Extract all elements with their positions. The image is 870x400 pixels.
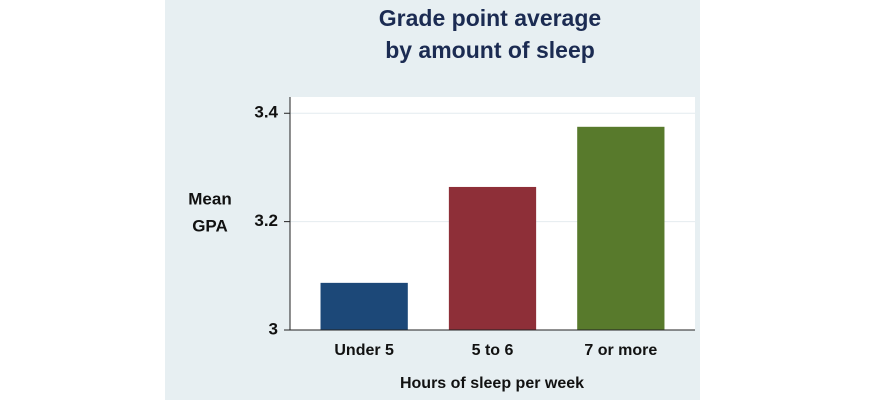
bar: [320, 282, 408, 330]
x-tick-label: 7 or more: [584, 342, 657, 359]
y-tick-label: 3.2: [254, 211, 278, 230]
chart-title: Grade point average: [379, 5, 601, 31]
x-tick-label: Under 5: [334, 342, 394, 359]
chart-title: by amount of sleep: [385, 37, 595, 63]
y-axis-label: Mean: [188, 189, 231, 208]
y-tick-label: 3.4: [254, 103, 278, 122]
y-axis-label: GPA: [192, 216, 228, 235]
bar: [577, 126, 665, 330]
bar: [448, 186, 537, 330]
x-axis-label: Hours of sleep per week: [400, 375, 584, 392]
x-tick-label: 5 to 6: [472, 342, 514, 359]
y-tick-label: 3: [269, 319, 278, 338]
